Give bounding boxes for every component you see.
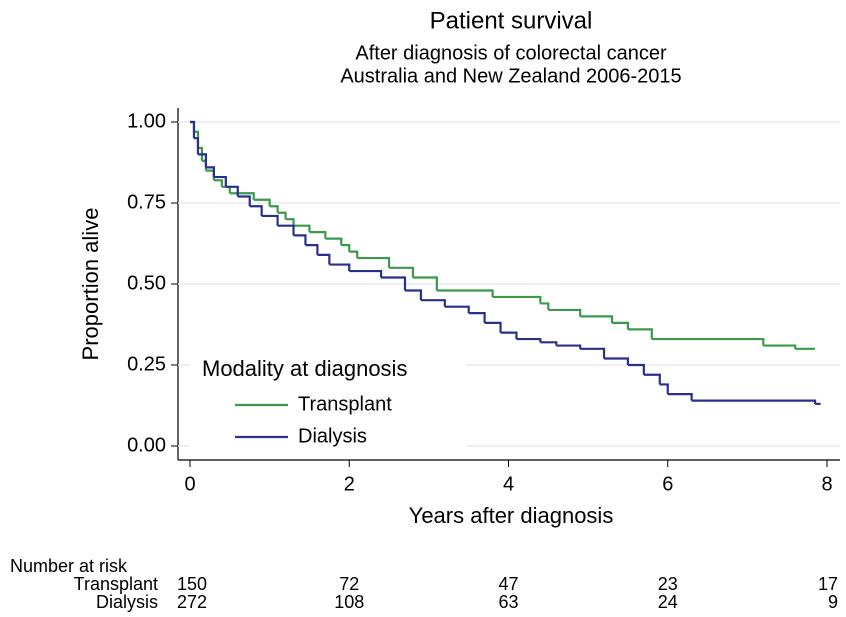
risk-count: 17	[818, 574, 838, 594]
risk-count: 108	[334, 592, 364, 612]
survival-step	[305, 244, 319, 255]
survival-step	[193, 137, 200, 155]
survival-step	[627, 328, 653, 340]
y-tick-label: 0.75	[127, 191, 166, 213]
survival-step	[691, 399, 817, 404]
survival-step	[659, 383, 669, 395]
survival-step	[643, 373, 661, 385]
survival-step	[580, 347, 606, 359]
y-tick-label: 0.50	[127, 272, 166, 294]
survival-step	[213, 179, 223, 187]
survival-step	[329, 263, 351, 272]
survival-step	[205, 169, 215, 181]
survival-step	[389, 266, 415, 278]
x-tick-label: 6	[662, 473, 673, 495]
x-tick-label: 4	[503, 473, 514, 495]
y-axis-label: Proportion alive	[78, 208, 103, 361]
survival-step	[293, 224, 311, 233]
risk-count: 63	[498, 592, 518, 612]
y-tick-label: 0.25	[127, 353, 166, 375]
survival-step	[190, 120, 196, 139]
survival-step	[516, 337, 542, 343]
survival-step	[317, 253, 331, 265]
risk-count: 24	[658, 592, 678, 612]
x-axis-label: Years after diagnosis	[409, 503, 614, 528]
risk-count: 150	[177, 574, 207, 594]
survival-step	[357, 256, 391, 268]
x-tick-label: 2	[344, 473, 355, 495]
chart-title: Patient survival	[430, 7, 593, 34]
survival-step	[436, 289, 494, 297]
survival-step	[667, 393, 693, 401]
survival-step	[277, 211, 287, 220]
risk-count: 23	[658, 574, 678, 594]
survival-step	[540, 341, 558, 346]
legend-label: Dialysis	[298, 425, 367, 447]
survival-step	[285, 218, 295, 226]
risk-table-title: Number at risk	[10, 556, 128, 576]
chart-subtitle: Australia and New Zealand 2006-2015	[340, 65, 681, 87]
risk-count: 72	[339, 574, 359, 594]
survival-step	[627, 363, 645, 375]
survival-step	[420, 299, 446, 307]
survival-step	[556, 344, 582, 349]
x-tick-label: 8	[821, 473, 832, 495]
survival-step	[492, 295, 542, 304]
chart-subtitle: After diagnosis of colorectal cancer	[355, 42, 667, 64]
survival-step	[580, 315, 614, 323]
survival-step	[213, 175, 227, 187]
survival-step	[325, 237, 343, 246]
survival-step	[197, 146, 204, 161]
survival-step	[540, 302, 550, 310]
survival-step	[763, 344, 797, 349]
survival-step	[341, 244, 351, 252]
survival-step	[253, 198, 271, 207]
risk-row-label: Transplant	[74, 574, 158, 594]
survival-step	[261, 214, 279, 226]
survival-step	[349, 250, 359, 259]
survival-step	[197, 153, 208, 168]
survival-step	[277, 224, 295, 236]
survival-step	[604, 357, 630, 365]
risk-count: 9	[828, 592, 838, 612]
survival-step	[225, 185, 239, 197]
survival-step	[484, 321, 502, 333]
y-tick-label: 0.00	[127, 434, 166, 456]
survival-step	[237, 195, 251, 207]
survival-step	[548, 308, 582, 317]
survival-step	[381, 276, 407, 291]
x-tick-label: 0	[184, 473, 195, 495]
survival-step	[444, 305, 470, 314]
survival-step	[651, 337, 765, 346]
survival-step	[309, 231, 327, 239]
survival-step	[404, 289, 423, 301]
survival-step	[468, 312, 486, 323]
risk-row-label: Dialysis	[96, 592, 158, 612]
survival-step	[349, 269, 383, 278]
legend-title: Modality at diagnosis	[202, 356, 407, 381]
risk-count: 272	[177, 592, 207, 612]
risk-count: 47	[498, 574, 518, 594]
survival-step	[500, 331, 518, 340]
legend-label: Transplant	[298, 393, 392, 415]
y-tick-label: 1.00	[127, 110, 166, 132]
survival-step	[249, 205, 263, 216]
survival-step	[293, 234, 307, 246]
survival-step	[612, 321, 630, 330]
survival-step	[205, 166, 215, 178]
survival-step	[412, 276, 438, 291]
survival-step	[269, 205, 279, 213]
